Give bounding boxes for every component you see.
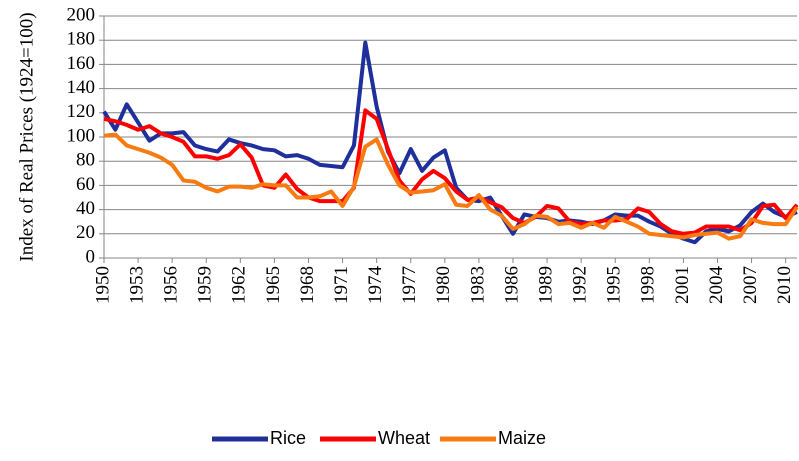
x-tick-label: 1992 <box>570 266 591 304</box>
x-tick-label: 1950 <box>92 266 113 304</box>
x-tick-label: 2010 <box>774 266 795 304</box>
x-tick-label: 2001 <box>672 266 693 304</box>
y-tick-label: 40 <box>76 198 95 219</box>
y-axis-label: Index of Real Prices (1924=100) <box>16 12 37 261</box>
y-tick-label: 140 <box>67 77 96 98</box>
x-tick-label: 1998 <box>638 266 659 304</box>
x-tick-label: 1980 <box>433 266 454 304</box>
x-tick-label: 1995 <box>604 266 625 304</box>
x-tick-label: 1986 <box>501 266 522 304</box>
y-tick-label: 200 <box>67 4 96 25</box>
x-tick-label: 1968 <box>297 266 318 304</box>
x-tick-label: 1983 <box>467 266 488 304</box>
x-tick-label: 2004 <box>706 266 727 305</box>
y-tick-label: 20 <box>76 222 95 243</box>
y-tick-label: 80 <box>76 150 95 171</box>
x-tick-label: 2007 <box>740 266 761 304</box>
legend-label: Wheat <box>378 428 430 448</box>
y-tick-label: 60 <box>76 174 95 195</box>
line-series <box>103 108 799 236</box>
legend-label: Rice <box>270 428 306 448</box>
line-series <box>102 40 798 245</box>
line-series <box>103 132 799 241</box>
legend-label: Maize <box>498 428 546 448</box>
x-tick-label: 1974 <box>365 266 386 305</box>
x-tick-label: 1965 <box>263 266 284 304</box>
y-tick-label: 100 <box>67 125 96 146</box>
y-tick-label: 120 <box>67 101 96 122</box>
x-tick-label: 1989 <box>535 266 556 304</box>
x-tick-label: 1959 <box>195 266 216 304</box>
y-tick-label: 0 <box>86 246 96 267</box>
y-tick-label: 160 <box>67 53 96 74</box>
x-tick-label: 1953 <box>126 266 147 304</box>
y-tick-label: 180 <box>67 29 96 50</box>
x-tick-label: 1962 <box>229 266 250 304</box>
x-tick-label: 1971 <box>331 266 352 304</box>
x-tick-label: 1956 <box>161 266 182 304</box>
x-tick-label: 1977 <box>399 266 420 304</box>
